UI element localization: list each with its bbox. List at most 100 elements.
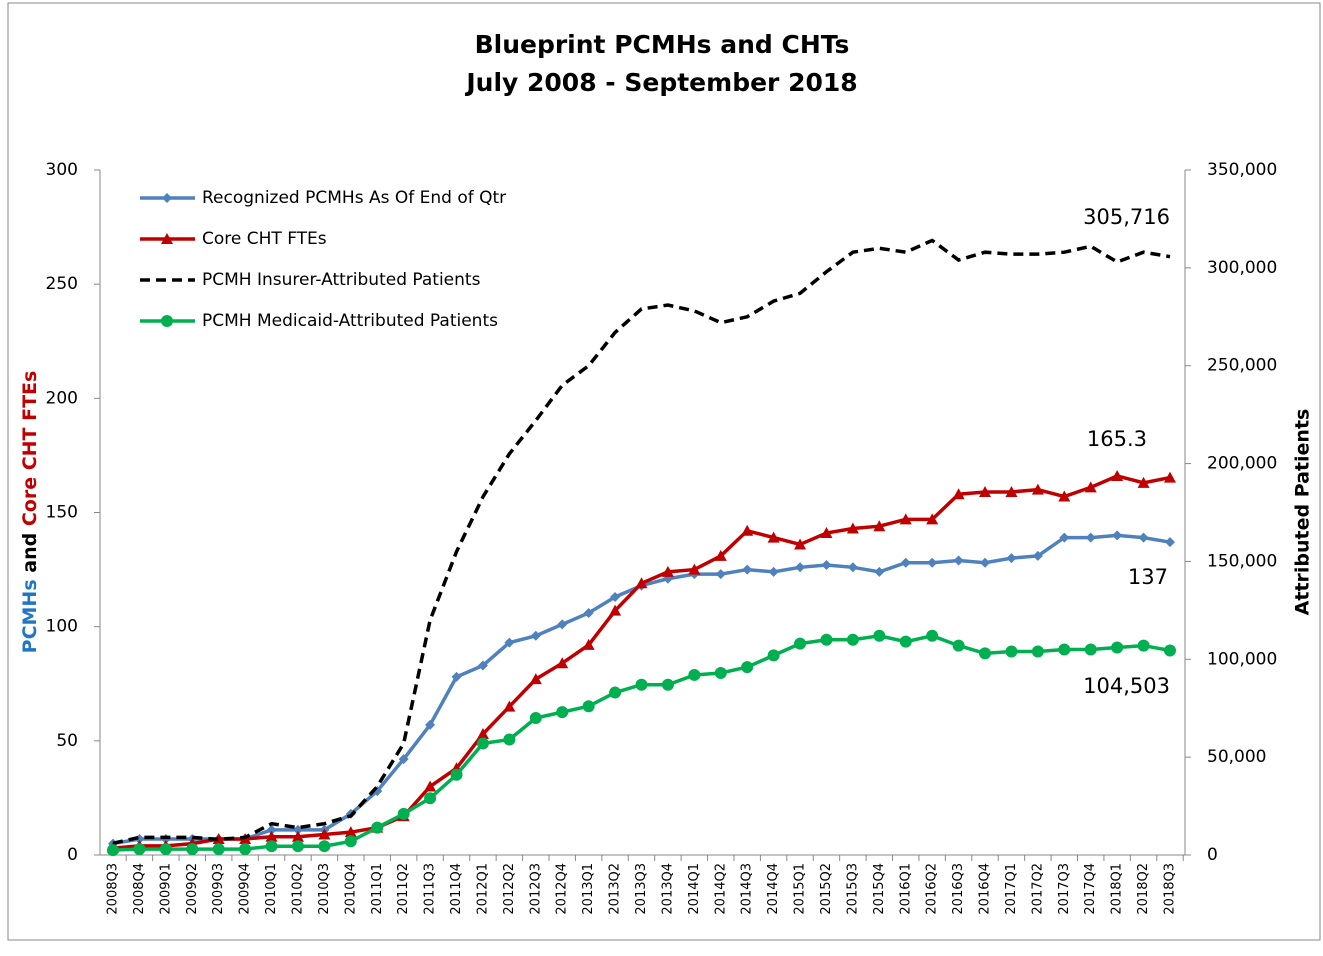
- x-tick-label: 2009Q4: [238, 863, 253, 915]
- marker: [688, 668, 701, 681]
- data-label: 104,503: [1083, 674, 1170, 698]
- marker: [318, 828, 331, 840]
- marker: [609, 604, 622, 616]
- marker: [794, 637, 807, 650]
- y2-tick-label: 200,000: [1207, 454, 1277, 474]
- chart-frame: [7, 2, 1321, 941]
- marker: [424, 780, 437, 792]
- y-tick-label: 200: [46, 388, 78, 408]
- marker: [1111, 469, 1124, 481]
- x-tick-label: 2009Q2: [185, 863, 200, 915]
- marker: [476, 727, 489, 739]
- marker: [265, 830, 278, 842]
- marker: [266, 824, 277, 835]
- x-tick-label: 2016Q1: [898, 863, 913, 915]
- marker: [795, 562, 806, 573]
- marker: [504, 637, 515, 648]
- marker: [846, 522, 859, 534]
- marker: [952, 639, 965, 652]
- marker: [874, 566, 885, 577]
- x-tick-label: 2012Q2: [502, 863, 517, 915]
- y-tick-label: 100: [46, 617, 78, 637]
- marker: [318, 840, 331, 853]
- marker: [741, 661, 754, 674]
- marker: [529, 673, 542, 685]
- x-tick-label: 2017Q2: [1030, 863, 1045, 915]
- x-tick-label: 2013Q2: [608, 863, 623, 915]
- marker: [344, 835, 357, 848]
- y2-axis-label: Attributed Patients: [1292, 409, 1314, 616]
- marker: [900, 557, 911, 568]
- marker: [107, 844, 119, 857]
- y2-tick-label: 150,000: [1207, 551, 1277, 571]
- y2-tick-label: 50,000: [1207, 747, 1266, 767]
- marker: [477, 660, 488, 671]
- legend-label: PCMH Insurer-Attributed Patients: [202, 270, 481, 290]
- marker: [635, 678, 648, 691]
- marker: [1138, 532, 1149, 543]
- marker: [1137, 476, 1150, 488]
- marker: [292, 824, 303, 835]
- x-tick-label: 2008Q4: [132, 863, 147, 915]
- marker: [398, 754, 409, 765]
- x-tick-label: 2012Q4: [555, 863, 570, 915]
- x-tick-label: 2018Q3: [1163, 863, 1178, 915]
- marker: [820, 527, 833, 539]
- y-tick-label: 50: [56, 731, 78, 751]
- marker: [714, 666, 727, 679]
- x-tick-label: 2009Q3: [211, 863, 226, 915]
- marker: [1005, 485, 1018, 497]
- marker: [476, 737, 489, 750]
- legend-label: PCMH Medicaid-Attributed Patients: [202, 311, 498, 331]
- y-tick-label: 0: [67, 845, 78, 865]
- marker: [291, 830, 304, 842]
- y-label-part: and: [19, 526, 41, 579]
- marker: [1084, 643, 1097, 656]
- marker: [239, 843, 252, 856]
- x-tick-label: 2012Q1: [475, 863, 490, 915]
- marker: [1165, 537, 1175, 548]
- data-label: 137: [1128, 565, 1168, 589]
- y-axis-label: PCMHs and Core CHT FTEs: [19, 371, 41, 654]
- marker: [425, 719, 436, 730]
- x-tick-label: 2018Q2: [1136, 863, 1151, 915]
- x-tick-label: 2018Q1: [1110, 863, 1125, 915]
- series-line: [112, 238, 1171, 845]
- y2-tick-label: 300,000: [1207, 258, 1277, 278]
- x-tick-label: 2015Q4: [872, 863, 887, 915]
- marker: [344, 826, 357, 838]
- y2-tick-label: 350,000: [1207, 160, 1277, 180]
- marker: [1006, 553, 1017, 564]
- marker: [1137, 639, 1150, 652]
- y2-tick-label: 100,000: [1207, 649, 1277, 669]
- x-tick-label: 2015Q1: [793, 863, 808, 915]
- x-tick-label: 2017Q4: [1083, 863, 1098, 915]
- marker: [451, 671, 462, 682]
- marker: [1031, 483, 1044, 495]
- marker: [768, 566, 779, 577]
- x-tick-label: 2012Q3: [528, 863, 543, 915]
- marker: [953, 555, 964, 566]
- marker: [1164, 644, 1176, 657]
- x-tick-label: 2014Q2: [713, 863, 728, 915]
- marker: [503, 733, 516, 746]
- marker: [926, 513, 939, 525]
- marker: [979, 647, 992, 660]
- y-tick-label: 250: [46, 274, 78, 294]
- marker: [1164, 471, 1176, 483]
- marker: [582, 638, 595, 650]
- marker: [583, 607, 594, 618]
- marker: [162, 193, 172, 203]
- marker: [1031, 645, 1044, 658]
- x-tick-label: 2013Q4: [660, 863, 675, 915]
- marker: [714, 549, 727, 561]
- series-line: [112, 474, 1171, 850]
- x-tick-label: 2014Q3: [740, 863, 755, 915]
- marker: [424, 792, 437, 805]
- marker: [1112, 530, 1123, 541]
- chart-subtitle: July 2008 - September 2018: [464, 68, 857, 97]
- x-tick-label: 2015Q2: [819, 863, 834, 915]
- marker: [529, 712, 542, 724]
- marker: [1005, 645, 1018, 658]
- marker: [1085, 532, 1096, 543]
